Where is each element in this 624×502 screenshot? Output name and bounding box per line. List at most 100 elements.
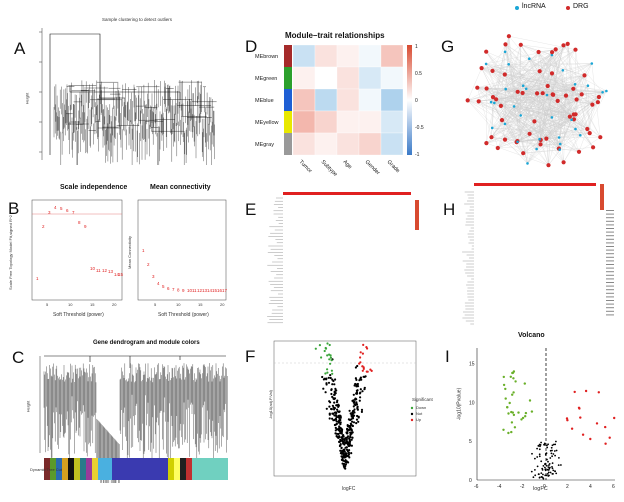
network-node <box>574 97 579 102</box>
data-point <box>340 446 343 449</box>
legend-up: Up <box>416 417 422 422</box>
data-point <box>334 423 337 426</box>
network-node <box>538 137 541 141</box>
network-node <box>570 118 573 121</box>
network-node <box>532 119 537 124</box>
data-point <box>329 374 332 377</box>
data-point <box>355 392 359 395</box>
data-point <box>550 452 553 455</box>
data-point <box>352 421 356 424</box>
row-label-stub <box>606 260 614 262</box>
drg-heatmap <box>462 183 614 325</box>
module-color-block <box>126 458 140 480</box>
network-node <box>582 73 587 78</box>
point-label: 1 <box>142 248 145 253</box>
network-node <box>535 147 538 151</box>
data-point <box>355 422 358 425</box>
data-point <box>350 452 353 455</box>
heat-cell <box>314 132 338 156</box>
network-node <box>493 101 496 105</box>
data-point <box>341 437 344 440</box>
data-point <box>334 414 337 417</box>
data-point <box>328 405 331 408</box>
data-point <box>324 346 327 350</box>
data-point <box>352 405 355 408</box>
x-tick-label: 15 <box>90 302 95 307</box>
point-label: 8 <box>177 288 180 293</box>
data-point <box>332 397 335 400</box>
x-tick-label: 2 <box>566 484 569 490</box>
heat-cell <box>314 110 338 134</box>
data-point <box>361 352 364 355</box>
panel-b-ylabel-right: Mean Connectivity <box>126 236 132 269</box>
data-point <box>547 443 549 446</box>
network-node <box>544 136 549 141</box>
data-point <box>330 388 333 392</box>
data-point <box>343 438 346 441</box>
data-point <box>323 377 326 380</box>
data-point <box>341 435 344 438</box>
data-point <box>350 438 353 441</box>
row-label-stub <box>606 292 614 294</box>
data-point <box>327 376 330 379</box>
row-label-stub <box>606 228 614 229</box>
data-point <box>539 445 541 448</box>
data-point <box>346 449 349 453</box>
network-node <box>540 91 545 96</box>
data-point <box>336 436 339 439</box>
network-node <box>550 116 554 119</box>
data-point <box>350 444 353 447</box>
heat-cell <box>292 66 316 90</box>
data-point <box>536 465 539 468</box>
data-point <box>536 456 539 458</box>
network-node <box>574 127 577 131</box>
plot-frame <box>273 340 417 477</box>
data-point <box>353 384 356 387</box>
row-label-stub <box>606 264 614 265</box>
data-point <box>540 441 542 444</box>
heat-cell <box>358 110 382 134</box>
panel-a-ylabel: Height <box>24 92 30 105</box>
volcano-plot-i: -6 -4 -2 0 2 4 6 0 5 10 15 <box>469 348 616 490</box>
data-point <box>333 408 336 411</box>
data-point <box>349 418 352 422</box>
module-color-block <box>68 458 74 480</box>
panel-b-xlabel-right: Soft Threshold (power) <box>158 312 209 318</box>
module-color-block <box>74 458 80 480</box>
data-point <box>354 377 357 380</box>
plot-frame <box>31 199 123 301</box>
row-label-stub <box>606 231 614 233</box>
data-point <box>339 444 342 447</box>
data-point <box>347 453 351 456</box>
point-label: 17 <box>222 288 228 293</box>
network-node <box>536 49 541 55</box>
data-point <box>340 451 343 454</box>
row-label-stub <box>606 278 614 280</box>
network-node <box>590 62 594 65</box>
data-point <box>325 382 328 385</box>
data-point <box>341 449 344 452</box>
data-point <box>545 474 548 477</box>
network-node <box>526 162 529 165</box>
network-node <box>591 145 596 150</box>
data-point <box>346 427 349 430</box>
data-point <box>331 417 334 420</box>
data-point <box>326 368 329 371</box>
row-label-stub <box>606 289 614 291</box>
data-point <box>335 389 338 392</box>
legend-marker <box>410 418 414 422</box>
network-node <box>521 84 525 87</box>
data-point <box>544 466 546 469</box>
data-point <box>352 414 356 417</box>
module-color-block <box>180 458 186 480</box>
data-point <box>354 366 357 369</box>
data-point <box>359 376 362 379</box>
network-node <box>579 92 584 97</box>
row-label-stub <box>606 307 614 309</box>
data-point <box>318 344 321 347</box>
network-node <box>571 86 576 91</box>
data-point <box>348 444 351 447</box>
y-tick-label: 0 <box>469 478 472 484</box>
row-label-stub <box>606 224 614 226</box>
x-tick-label: 20 <box>112 302 117 307</box>
